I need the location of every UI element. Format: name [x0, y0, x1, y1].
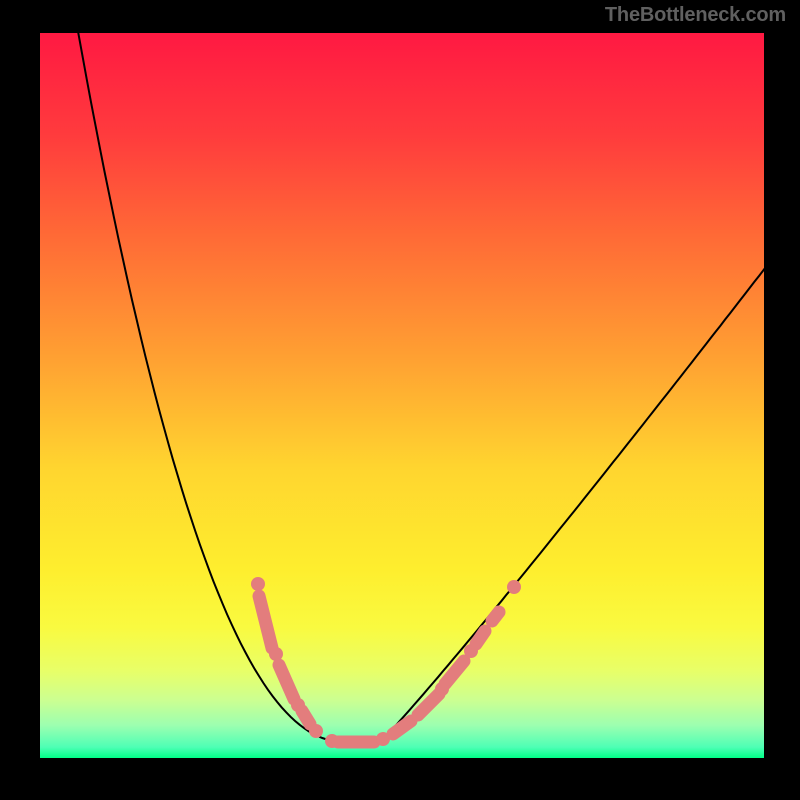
plot-background [40, 33, 764, 758]
marker-segment [476, 631, 485, 644]
chart-root: TheBottleneck.com [0, 0, 800, 800]
marker-segment [302, 711, 310, 724]
marker-dot [507, 580, 521, 594]
marker-dot [251, 577, 265, 591]
marker-dot [309, 724, 323, 738]
watermark-text: TheBottleneck.com [605, 4, 786, 27]
marker-segment [492, 612, 499, 621]
bottleneck-chart [0, 0, 800, 800]
